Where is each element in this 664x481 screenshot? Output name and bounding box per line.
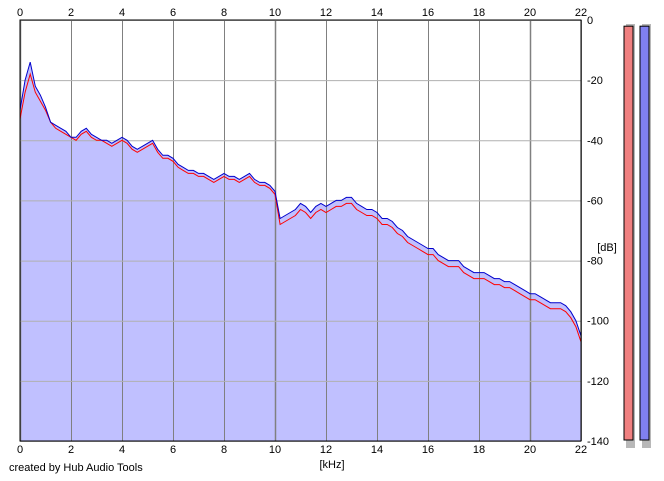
y-tick-label: -80 (587, 256, 603, 268)
x-tick-label-top: 4 (119, 7, 125, 19)
x-tick-label-bottom: 0 (17, 444, 23, 456)
spectrum-line-channel-1 (19, 72, 582, 342)
x-tick-label-bottom: 12 (320, 444, 332, 456)
x-tick-label-bottom: 2 (68, 444, 74, 456)
x-tick-label-bottom: 22 (575, 444, 587, 456)
spectrum-line-channel-2 (19, 61, 582, 336)
x-tick-label-top: 18 (473, 7, 485, 19)
y-tick-label: -20 (587, 75, 603, 87)
x-axis-label: [kHz] (319, 459, 344, 471)
spectrum-lines-layer (19, 61, 582, 342)
credit-text: created by Hub Audio Tools (9, 462, 143, 474)
x-tick-label-bottom: 4 (119, 444, 125, 456)
spectrum-fill-area (20, 62, 581, 441)
y-axis-label: [dB] (597, 242, 617, 254)
x-tick-label-bottom: 18 (473, 444, 485, 456)
x-tick-label-bottom: 14 (371, 444, 383, 456)
x-tick-label-top: 8 (221, 7, 227, 19)
x-tick-label-top: 16 (422, 7, 434, 19)
x-tick-label-top: 10 (269, 7, 281, 19)
x-tick-label-bottom: 20 (524, 444, 536, 456)
y-tick-labels-right: 0 -20 -40 -60 -80 -100 -120 -140 (587, 15, 609, 448)
x-tick-label-bottom: 16 (422, 444, 434, 456)
x-tick-labels-top: 0 2 4 6 8 10 12 14 16 18 20 22 (17, 7, 587, 19)
x-tick-label-top: 22 (575, 7, 587, 19)
spectrum-fill-layer (20, 62, 581, 441)
x-tick-label-top: 12 (320, 7, 332, 19)
y-tick-label: -140 (587, 436, 609, 448)
x-tick-label-top: 20 (524, 7, 536, 19)
x-tick-label-bottom: 8 (221, 444, 227, 456)
y-tick-label: 0 (587, 15, 593, 27)
level-meters (623, 24, 651, 448)
x-tick-label-bottom: 6 (170, 444, 176, 456)
level-meter-left (623, 25, 634, 441)
x-tick-label-top: 14 (371, 7, 383, 19)
y-tick-label: -40 (587, 135, 603, 147)
x-tick-labels-bottom: 0 2 4 6 8 10 12 14 16 18 20 22 (17, 444, 587, 456)
y-tick-label: -120 (587, 376, 609, 388)
x-tick-label-top: 0 (17, 7, 23, 19)
y-tick-label: -100 (587, 316, 609, 328)
y-tick-label: -60 (587, 195, 603, 207)
x-tick-label-top: 2 (68, 7, 74, 19)
x-tick-label-top: 6 (170, 7, 176, 19)
x-tick-label-bottom: 10 (269, 444, 281, 456)
plot-frame (19, 19, 582, 442)
level-meter-right (639, 25, 650, 441)
